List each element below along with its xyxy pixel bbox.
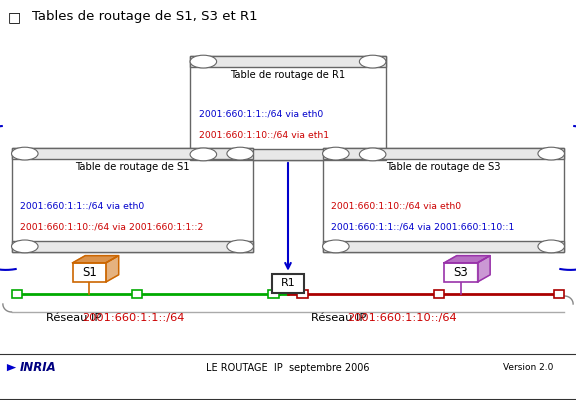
Text: Tables de routage de S1, S3 et R1: Tables de routage de S1, S3 et R1: [32, 10, 257, 23]
Bar: [434, 290, 444, 298]
Polygon shape: [73, 256, 119, 263]
Polygon shape: [444, 256, 490, 263]
FancyBboxPatch shape: [323, 148, 564, 159]
Ellipse shape: [12, 240, 38, 253]
Text: 2001:660:1:1::/64 via eth0: 2001:660:1:1::/64 via eth0: [20, 202, 145, 211]
FancyBboxPatch shape: [12, 241, 253, 252]
Bar: [268, 290, 279, 298]
FancyBboxPatch shape: [323, 148, 564, 252]
FancyBboxPatch shape: [190, 56, 386, 160]
FancyBboxPatch shape: [190, 149, 386, 160]
FancyBboxPatch shape: [323, 241, 564, 252]
Text: 2001:660:1:10::/64: 2001:660:1:10::/64: [347, 313, 456, 323]
Text: 2001:660:1:10::/64 via eth1: 2001:660:1:10::/64 via eth1: [199, 130, 329, 140]
Ellipse shape: [538, 240, 564, 253]
FancyBboxPatch shape: [12, 148, 253, 252]
Ellipse shape: [12, 147, 38, 160]
Text: INRIA: INRIA: [20, 361, 57, 374]
Text: 2001:660:1:10::/64 via 2001:660:1:1::2: 2001:660:1:10::/64 via 2001:660:1:1::2: [20, 222, 203, 232]
FancyBboxPatch shape: [12, 148, 253, 159]
Bar: [272, 274, 304, 293]
Text: Table de routage de R1: Table de routage de R1: [230, 70, 346, 80]
Text: R1: R1: [281, 278, 295, 288]
Polygon shape: [7, 364, 16, 371]
Polygon shape: [106, 256, 119, 282]
Ellipse shape: [227, 147, 253, 160]
Ellipse shape: [227, 240, 253, 253]
Text: Table de routage de S3: Table de routage de S3: [386, 162, 501, 172]
Bar: [297, 290, 308, 298]
Ellipse shape: [190, 55, 217, 68]
Ellipse shape: [359, 148, 386, 161]
Ellipse shape: [359, 55, 386, 68]
Text: Table de routage de S1: Table de routage de S1: [75, 162, 190, 172]
Text: 2001:660:1:1::/64 via 2001:660:1:10::1: 2001:660:1:1::/64 via 2001:660:1:10::1: [331, 222, 514, 232]
Ellipse shape: [190, 148, 217, 161]
Ellipse shape: [323, 240, 349, 253]
Text: Version 2.0: Version 2.0: [503, 363, 553, 372]
Polygon shape: [478, 256, 490, 282]
Text: 2001:660:1:1::/64 via eth0: 2001:660:1:1::/64 via eth0: [199, 110, 323, 119]
Ellipse shape: [538, 147, 564, 160]
Ellipse shape: [323, 147, 349, 160]
Text: Réseau IP: Réseau IP: [311, 313, 370, 323]
Text: 2001:660:1:10::/64 via eth0: 2001:660:1:10::/64 via eth0: [331, 202, 461, 211]
Bar: [73, 263, 106, 282]
Bar: [444, 263, 478, 282]
Bar: [554, 290, 564, 298]
Text: 2001:660:1:1::/64: 2001:660:1:1::/64: [82, 313, 184, 323]
Text: Réseau IP: Réseau IP: [46, 313, 105, 323]
Text: LE ROUTAGE  IP  septembre 2006: LE ROUTAGE IP septembre 2006: [206, 362, 370, 373]
Bar: [131, 290, 142, 298]
Text: S3: S3: [453, 266, 468, 279]
Text: □: □: [7, 10, 21, 24]
Bar: [12, 290, 22, 298]
Text: S1: S1: [82, 266, 97, 279]
FancyBboxPatch shape: [190, 56, 386, 67]
